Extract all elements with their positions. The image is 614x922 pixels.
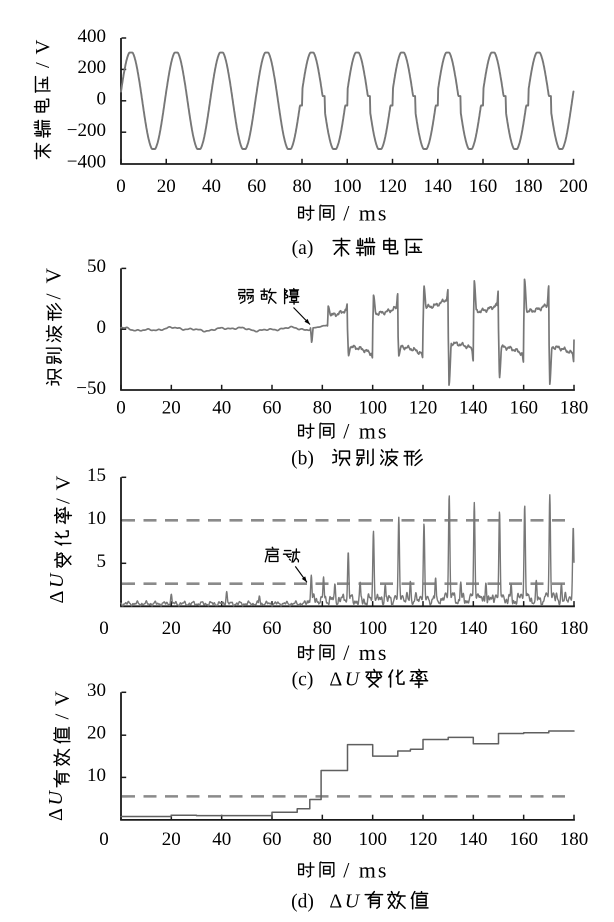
svg-text:160: 160 bbox=[469, 176, 498, 197]
svg-text:U: U bbox=[46, 572, 68, 588]
svg-text:−400: −400 bbox=[67, 151, 106, 172]
svg-text:0: 0 bbox=[97, 89, 107, 110]
svg-text:−200: −200 bbox=[67, 120, 106, 141]
svg-text:160: 160 bbox=[509, 397, 538, 418]
svg-text:/ V: / V bbox=[42, 266, 66, 300]
svg-text:80: 80 bbox=[293, 176, 312, 197]
svg-text:10: 10 bbox=[87, 765, 106, 786]
svg-text:20: 20 bbox=[162, 397, 181, 418]
svg-text:140: 140 bbox=[459, 829, 488, 850]
svg-text:/ V: / V bbox=[53, 474, 75, 504]
svg-text:0: 0 bbox=[116, 176, 126, 197]
svg-text:180: 180 bbox=[560, 618, 589, 639]
svg-text:160: 160 bbox=[509, 618, 538, 639]
svg-text:/ ms: / ms bbox=[343, 640, 388, 665]
svg-text:0: 0 bbox=[99, 618, 109, 639]
svg-text:100: 100 bbox=[358, 618, 387, 639]
svg-text:(b): (b) bbox=[291, 449, 314, 470]
svg-text:15: 15 bbox=[87, 465, 106, 486]
svg-text:200: 200 bbox=[78, 57, 107, 78]
svg-text:/ V: / V bbox=[52, 690, 74, 720]
svg-text:60: 60 bbox=[247, 176, 266, 197]
svg-text:180: 180 bbox=[560, 829, 589, 850]
svg-text:(c): (c) bbox=[292, 670, 314, 691]
svg-text:(a): (a) bbox=[292, 238, 314, 259]
svg-text:120: 120 bbox=[409, 397, 438, 418]
svg-text:(d): (d) bbox=[291, 891, 314, 912]
svg-text:120: 120 bbox=[378, 176, 407, 197]
svg-text:180: 180 bbox=[514, 176, 543, 197]
svg-text:200: 200 bbox=[559, 176, 588, 197]
svg-text:100: 100 bbox=[358, 829, 387, 850]
svg-text:40: 40 bbox=[212, 618, 231, 639]
svg-text:50: 50 bbox=[87, 256, 106, 277]
svg-text:20: 20 bbox=[162, 618, 181, 639]
svg-text:U: U bbox=[345, 890, 361, 912]
svg-text:100: 100 bbox=[358, 397, 387, 418]
svg-text:/ ms: / ms bbox=[343, 857, 388, 882]
svg-text:60: 60 bbox=[263, 618, 282, 639]
svg-text:160: 160 bbox=[509, 829, 538, 850]
svg-text:Δ: Δ bbox=[329, 669, 342, 691]
svg-text:40: 40 bbox=[212, 397, 231, 418]
svg-text:0: 0 bbox=[97, 317, 107, 338]
svg-text:U: U bbox=[345, 669, 361, 691]
svg-text:140: 140 bbox=[424, 176, 453, 197]
svg-text:Δ: Δ bbox=[45, 808, 67, 821]
svg-text:40: 40 bbox=[212, 829, 231, 850]
svg-text:140: 140 bbox=[459, 397, 488, 418]
svg-text:5: 5 bbox=[97, 551, 107, 572]
svg-text:40: 40 bbox=[202, 176, 221, 197]
svg-text:/ ms: / ms bbox=[343, 201, 388, 226]
svg-text:80: 80 bbox=[313, 829, 332, 850]
svg-text:30: 30 bbox=[87, 680, 106, 701]
svg-text:−50: −50 bbox=[76, 378, 106, 399]
svg-text:80: 80 bbox=[313, 618, 332, 639]
svg-text:10: 10 bbox=[87, 508, 106, 529]
svg-text:60: 60 bbox=[263, 829, 282, 850]
svg-text:400: 400 bbox=[78, 26, 107, 47]
svg-text:/ V: / V bbox=[32, 38, 54, 68]
svg-text:20: 20 bbox=[162, 829, 181, 850]
svg-text:120: 120 bbox=[409, 618, 438, 639]
svg-text:140: 140 bbox=[459, 618, 488, 639]
svg-text:20: 20 bbox=[157, 176, 176, 197]
svg-text:60: 60 bbox=[263, 397, 282, 418]
svg-text:0: 0 bbox=[99, 829, 109, 850]
svg-text:120: 120 bbox=[409, 829, 438, 850]
svg-text:0: 0 bbox=[116, 397, 126, 418]
svg-text:100: 100 bbox=[333, 176, 362, 197]
svg-text:20: 20 bbox=[87, 723, 106, 744]
svg-text:Δ: Δ bbox=[329, 890, 342, 912]
svg-text:/ ms: / ms bbox=[343, 419, 388, 444]
svg-text:180: 180 bbox=[560, 397, 589, 418]
svg-text:U: U bbox=[45, 790, 67, 806]
svg-text:Δ: Δ bbox=[46, 591, 68, 604]
svg-text:80: 80 bbox=[313, 397, 332, 418]
